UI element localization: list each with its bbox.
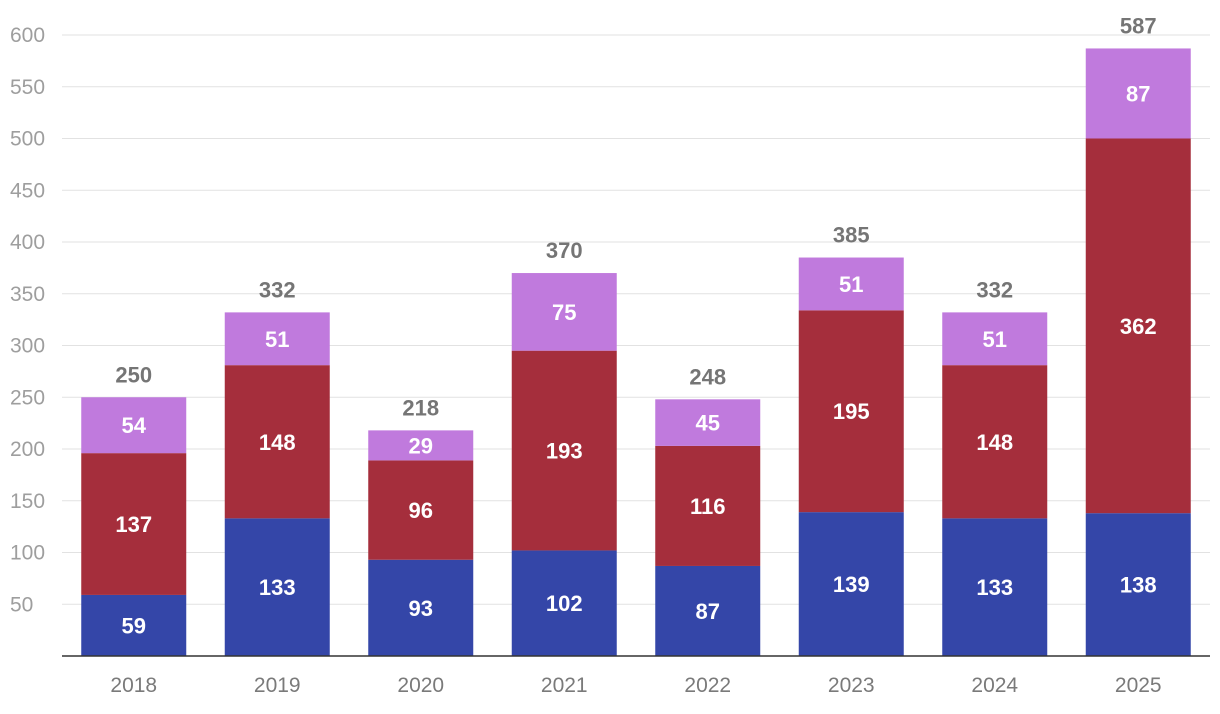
- segment-value-label: 195: [833, 399, 870, 424]
- bar-segment-2025-s1: [1085, 513, 1191, 656]
- bar-segment-2023-s2: [798, 310, 904, 513]
- segment-value-label: 102: [546, 591, 583, 616]
- x-tick-label: 2022: [684, 674, 731, 697]
- bar-segment-2019-s2: [224, 365, 330, 519]
- bar-segment-2023-s1: [798, 512, 904, 656]
- bar-segment-2025-s3: [1085, 48, 1191, 139]
- bar-segment-2020-s2: [368, 460, 474, 560]
- segment-value-label: 87: [1126, 81, 1150, 106]
- bar-segment-2018-s3: [81, 397, 187, 454]
- y-axis: 50 100 150 200 250 300 350 400 450 500 550 600: [10, 24, 45, 616]
- segment-value-label: 59: [122, 613, 146, 638]
- y-tick-label: 300: [10, 335, 45, 358]
- bar-segment-2019-s3: [224, 312, 330, 366]
- segment-value-label: 133: [976, 575, 1013, 600]
- x-tick-label: 2018: [110, 674, 157, 697]
- bar-segment-2018-s1: [81, 594, 187, 656]
- total-value-label: 587: [1120, 13, 1157, 38]
- segment-value-label: 51: [839, 272, 863, 297]
- bar-segment-2022-s3: [655, 399, 761, 446]
- total-value-label: 248: [689, 364, 726, 389]
- y-tick-label: 50: [10, 593, 33, 616]
- y-tick-label: 150: [10, 490, 45, 513]
- segment-value-label: 139: [833, 572, 870, 597]
- total-value-label: 370: [546, 238, 583, 263]
- x-tick-label: 2020: [397, 674, 444, 697]
- segment-value-label: 93: [409, 596, 433, 621]
- total-value-label: 332: [259, 277, 296, 302]
- segment-value-label: 75: [552, 300, 576, 325]
- total-value-label: 332: [976, 277, 1013, 302]
- bar-segment-2019-s1: [224, 518, 330, 656]
- bar-segment-2024-s2: [942, 365, 1048, 519]
- bar-segment-2018-s2: [81, 453, 187, 595]
- x-tick-label: 2025: [1115, 674, 1162, 697]
- segment-value-label: 87: [696, 599, 720, 624]
- y-tick-label: 500: [10, 128, 45, 151]
- y-tick-label: 200: [10, 438, 45, 461]
- segment-value-label: 96: [409, 498, 433, 523]
- bar-segment-2025-s2: [1085, 138, 1191, 514]
- x-tick-label: 2019: [254, 674, 301, 697]
- segment-value-label: 362: [1120, 314, 1157, 339]
- segment-value-label: 148: [259, 430, 296, 455]
- x-tick-label: 2024: [971, 674, 1018, 697]
- segment-value-label: 137: [115, 512, 152, 537]
- segment-value-label: 133: [259, 575, 296, 600]
- y-tick-label: 350: [10, 283, 45, 306]
- bar-segment-2022-s1: [655, 565, 761, 656]
- y-tick-label: 450: [10, 179, 45, 202]
- bar-segment-2023-s3: [798, 257, 904, 311]
- segment-value-label: 51: [265, 327, 289, 352]
- segment-value-label: 51: [983, 327, 1007, 352]
- bar-segment-2021-s1: [511, 550, 617, 656]
- x-tick-label: 2021: [541, 674, 588, 697]
- y-tick-label: 600: [10, 24, 45, 47]
- bar-segment-2021-s2: [511, 350, 617, 551]
- total-value-label: 218: [402, 395, 439, 420]
- y-tick-label: 400: [10, 231, 45, 254]
- bar-segment-2022-s2: [655, 445, 761, 566]
- segment-value-label: 148: [976, 430, 1013, 455]
- segment-value-label: 45: [696, 411, 720, 436]
- segment-value-label: 54: [122, 413, 147, 438]
- bar-segment-2020-s3: [368, 430, 474, 461]
- segment-value-label: 193: [546, 439, 583, 464]
- bar-segment-2024-s1: [942, 518, 1048, 656]
- x-axis: 2018 2019 2020 2021 2022 2023 2024 2025: [62, 655, 1210, 697]
- data-labels: 59 137 54 250 133 148 51 332 93 96 29 218 102 193 75 37…: [115, 13, 1156, 638]
- y-tick-label: 550: [10, 76, 45, 99]
- segment-value-label: 116: [690, 494, 726, 519]
- segment-value-label: 29: [409, 433, 433, 458]
- segment-value-label: 138: [1120, 573, 1157, 598]
- x-tick-label: 2023: [828, 674, 875, 697]
- bar-segment-2024-s3: [942, 312, 1048, 366]
- total-value-label: 385: [833, 223, 870, 248]
- bars: [81, 48, 1191, 656]
- y-tick-label: 250: [10, 386, 45, 409]
- bar-segment-2021-s3: [511, 273, 617, 351]
- y-tick-label: 100: [10, 542, 45, 565]
- total-value-label: 250: [115, 362, 152, 387]
- bar-segment-2020-s1: [368, 559, 474, 656]
